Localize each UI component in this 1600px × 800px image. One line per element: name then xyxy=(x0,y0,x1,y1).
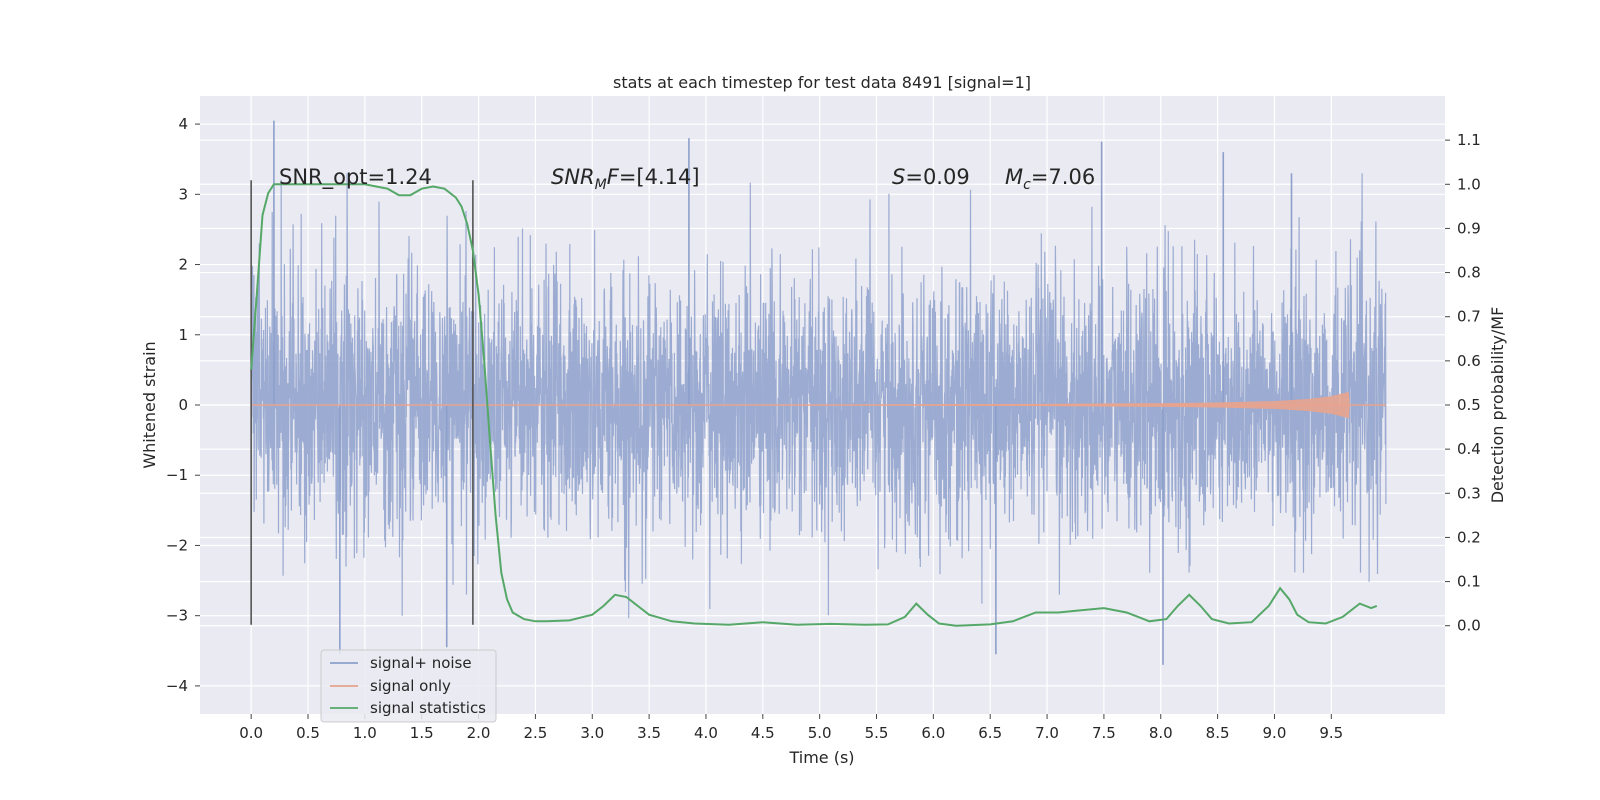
y-tick-label: −2 xyxy=(166,536,188,554)
x-tick-label: 1.5 xyxy=(410,724,434,742)
y-tick-label: 2 xyxy=(178,256,188,274)
annotation-s: S=0.09 xyxy=(892,165,970,189)
y-tick-label: −1 xyxy=(166,466,188,484)
chart-title: stats at each timestep for test data 849… xyxy=(613,73,1031,92)
x-tick-label: 3.0 xyxy=(580,724,604,742)
x-tick-label: 8.5 xyxy=(1206,724,1230,742)
y-right-tick-label: 0.9 xyxy=(1457,219,1481,237)
y-right-tick-label: 0.7 xyxy=(1457,308,1481,326)
y-right-tick-label: 0.0 xyxy=(1457,617,1481,635)
x-tick-label: 3.5 xyxy=(637,724,661,742)
y-tick-label: 0 xyxy=(178,396,188,414)
x-tick-label: 5.5 xyxy=(865,724,889,742)
y-right-tick-label: 0.5 xyxy=(1457,396,1481,414)
s-symbol: S xyxy=(892,165,905,189)
series-signal-statistics xyxy=(250,183,1378,627)
x-tick-label: 1.0 xyxy=(353,724,377,742)
legend-label-signal-noise: signal+ noise xyxy=(370,654,472,672)
snr-mf-symbol: SNR xyxy=(551,165,595,189)
y-right-tick-label: 1.0 xyxy=(1457,175,1481,193)
x-tick-label: 7.5 xyxy=(1092,724,1116,742)
x-tick-label: 4.5 xyxy=(751,724,775,742)
y-tick-label: 1 xyxy=(178,326,188,344)
annotation-mc: Mc=7.06 xyxy=(1005,165,1095,193)
y-right-tick-label: 0.4 xyxy=(1457,440,1481,458)
x-tick-label: 6.0 xyxy=(921,724,945,742)
series-signal-only xyxy=(251,391,1386,419)
x-tick-label: 0.5 xyxy=(296,724,320,742)
y-tick-label: −4 xyxy=(166,677,188,695)
mc-subscript: c xyxy=(1023,177,1031,193)
legend-label-signal-only: signal only xyxy=(370,677,451,695)
annotation-snr-opt: SNR_opt=1.24 xyxy=(279,165,432,190)
x-tick-label: 2.5 xyxy=(523,724,547,742)
mc-value: =7.06 xyxy=(1031,165,1095,189)
series-signal-noise xyxy=(250,120,1387,665)
x-tick-label: 5.0 xyxy=(808,724,832,742)
x-tick-label: 8.0 xyxy=(1149,724,1173,742)
y-tick-label: 4 xyxy=(178,115,188,133)
y-right-tick-label: 0.6 xyxy=(1457,352,1481,370)
y-right-tick-label: 0.3 xyxy=(1457,484,1481,502)
y-right-axis-label: Detection probability/MF xyxy=(1488,307,1507,504)
y-tick-label: −3 xyxy=(166,607,188,625)
x-tick-label: 6.5 xyxy=(978,724,1002,742)
snr-mf-subscript: M xyxy=(595,177,607,193)
annotation-snr-mf: SNRMF=[4.14] xyxy=(551,165,700,193)
x-tick-label: 2.0 xyxy=(467,724,491,742)
x-tick-label: 9.5 xyxy=(1319,724,1343,742)
x-tick-label: 0.0 xyxy=(239,724,263,742)
s-value: =0.09 xyxy=(905,165,969,189)
x-tick-label: 7.0 xyxy=(1035,724,1059,742)
y-right-tick-label: 0.8 xyxy=(1457,264,1481,282)
y-right-tick-label: 1.1 xyxy=(1457,131,1481,149)
y-right-tick-label: 0.2 xyxy=(1457,528,1481,546)
snr-mf-f: F xyxy=(607,165,620,189)
signal-only-envelope xyxy=(251,391,1350,419)
y-right-tick-label: 0.1 xyxy=(1457,573,1481,591)
x-axis-label: Time (s) xyxy=(788,748,854,767)
y-tick-label: 3 xyxy=(178,185,188,203)
x-tick-label: 4.0 xyxy=(694,724,718,742)
signal-statistics-line xyxy=(250,183,1378,627)
legend-label-signal-statistics: signal statistics xyxy=(370,699,486,717)
tick-labels: 0.0 0.5 1.0 1.5 2.0 2.5 3.0 3.5 4.0 4.5 5.0 5.5 6.0 6… xyxy=(166,115,1481,742)
signal-noise-line xyxy=(250,173,1387,619)
mc-symbol: M xyxy=(1005,165,1023,189)
legend: signal+ noise signal only signal statist… xyxy=(320,649,497,723)
y-axis-label: Whitened strain xyxy=(140,341,159,468)
legend-box xyxy=(320,649,497,723)
x-tick-label: 9.0 xyxy=(1263,724,1287,742)
snr-mf-value: =[4.14] xyxy=(619,165,700,189)
